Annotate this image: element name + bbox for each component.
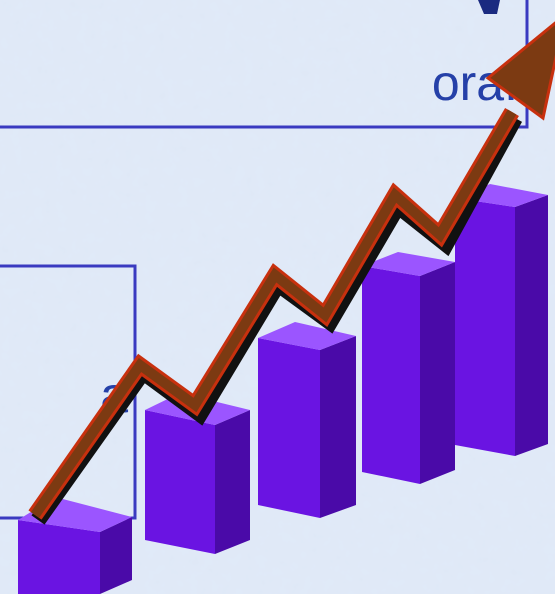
bar-3d	[362, 252, 455, 484]
bar-3d	[145, 393, 250, 554]
partial-glyph	[478, 0, 500, 14]
bar-3d	[18, 497, 132, 594]
bar-3d	[455, 184, 548, 456]
arrow-clipart	[28, 21, 555, 525]
bar-3d	[258, 322, 356, 518]
